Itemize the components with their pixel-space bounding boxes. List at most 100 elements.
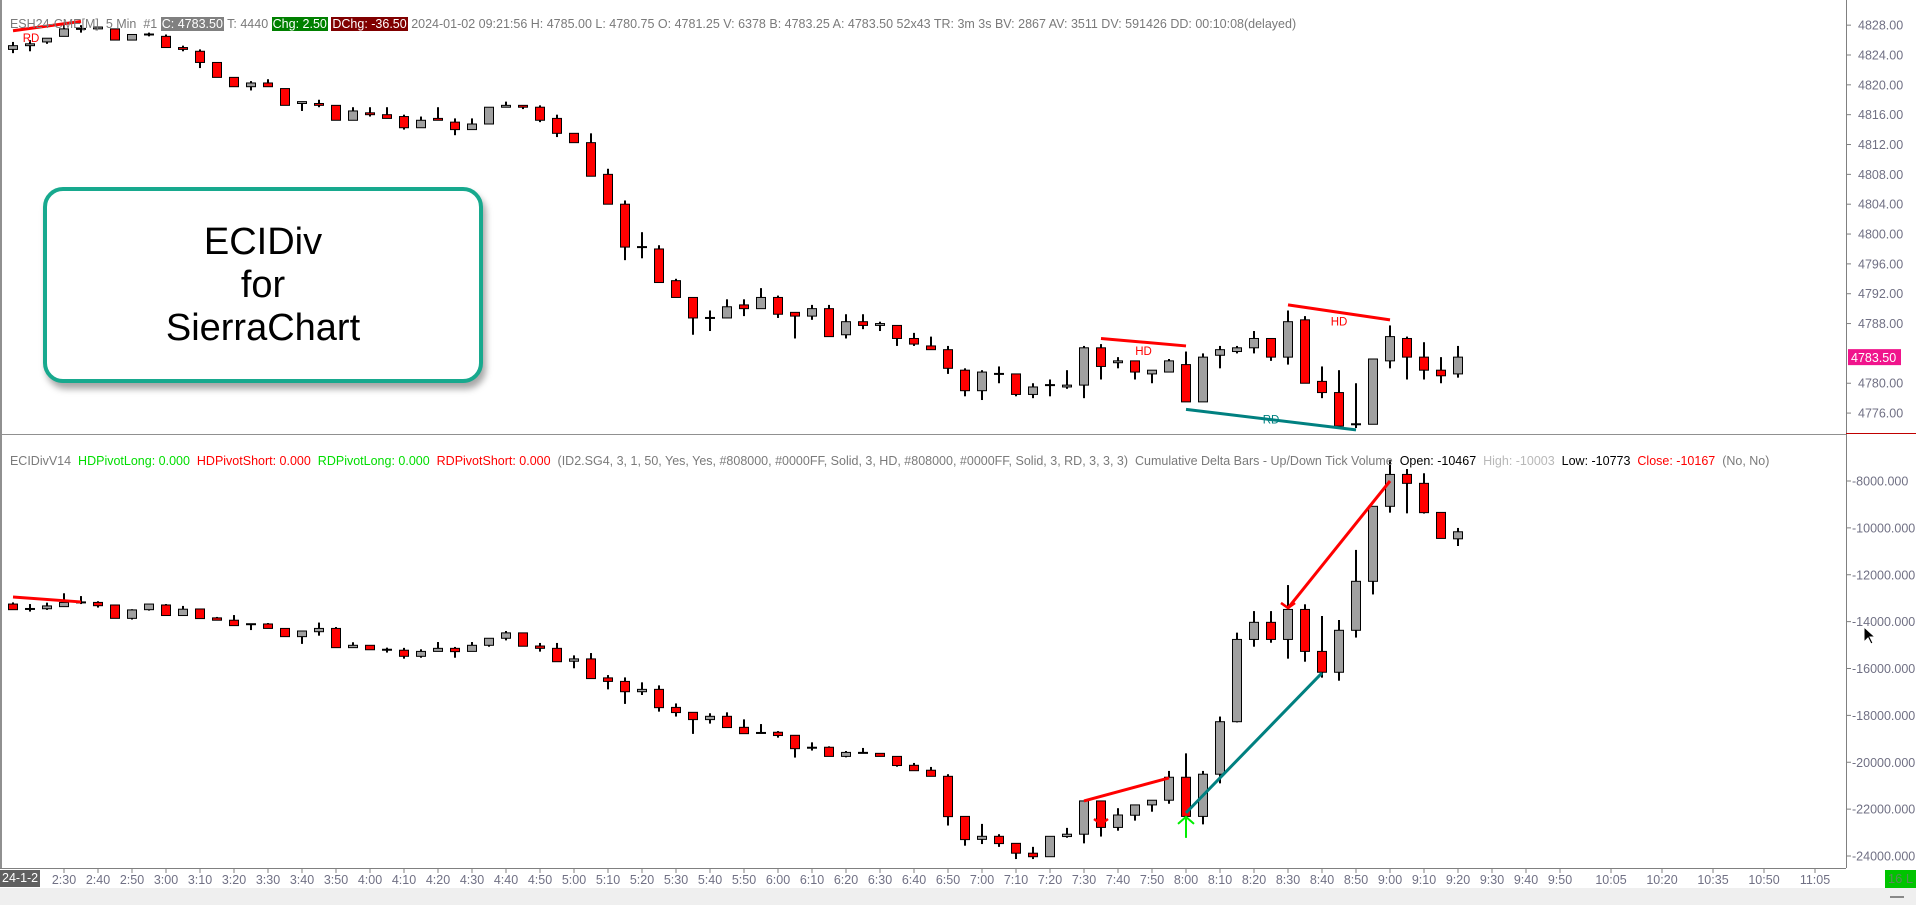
candle[interactable] [790,734,800,758]
candle[interactable] [365,107,375,117]
candle[interactable] [450,118,460,136]
candle[interactable] [297,630,307,644]
candle[interactable] [127,33,137,41]
candle[interactable] [535,105,545,123]
candle[interactable] [8,41,18,54]
candle[interactable] [858,314,868,330]
candle[interactable] [161,34,171,49]
status-badge[interactable]: 16 L [1885,870,1916,888]
candle[interactable] [1300,604,1310,662]
candle[interactable] [1232,345,1242,354]
candle[interactable] [1436,357,1446,384]
candle[interactable] [824,746,834,757]
candle[interactable] [552,642,562,663]
candle[interactable] [416,649,426,658]
candle[interactable] [1368,358,1378,425]
candle[interactable] [654,245,664,284]
candle[interactable] [484,637,494,647]
candle[interactable] [977,370,987,401]
candle[interactable] [1215,716,1225,784]
candle[interactable] [1011,842,1021,860]
candle[interactable] [110,604,120,619]
candle[interactable] [535,642,545,652]
candle[interactable] [603,675,613,690]
candle[interactable] [1402,469,1412,514]
candle[interactable] [892,755,902,767]
candle[interactable] [212,61,222,78]
candle[interactable] [127,609,137,620]
candle[interactable] [943,774,953,826]
candle[interactable] [348,107,358,121]
candle[interactable] [807,742,817,751]
candle[interactable] [1266,611,1276,643]
candle[interactable] [756,288,766,310]
time-axis[interactable]: 2:30 2:40 2:50 3:00 3:10 3:20 3:30 3:40 3:50 4:00… [52,869,1830,887]
candle[interactable] [1368,505,1378,595]
candle[interactable] [1453,345,1463,378]
candle[interactable] [416,116,426,129]
candle[interactable] [1011,373,1021,397]
candle[interactable] [1181,351,1191,403]
candle[interactable] [841,314,851,339]
candle[interactable] [586,653,596,680]
candle[interactable] [195,49,205,69]
candle[interactable] [450,646,460,658]
candle[interactable] [773,731,783,738]
candle[interactable] [943,345,953,374]
candle[interactable] [977,823,987,845]
candle[interactable] [348,642,358,649]
candle[interactable] [42,37,52,44]
candle[interactable] [433,107,443,121]
title-overlay-box[interactable]: ECIDiv for SierraChart [43,187,483,383]
candle[interactable] [1028,846,1038,860]
candle[interactable] [1079,800,1089,844]
candle[interactable] [671,703,681,717]
candle[interactable] [1300,316,1310,384]
candle[interactable] [620,200,630,261]
candle[interactable] [875,752,885,757]
candle[interactable] [1045,379,1055,397]
candle[interactable] [25,40,35,52]
candle[interactable] [892,324,902,346]
candle[interactable] [960,815,970,846]
minimize-icon[interactable] [1890,896,1904,898]
candle[interactable] [1419,342,1429,380]
candle[interactable] [110,28,120,41]
candle[interactable] [1249,611,1259,647]
candle[interactable] [569,655,579,669]
candle[interactable] [263,623,273,629]
candle[interactable] [994,366,1004,384]
candle[interactable] [178,605,188,617]
candle[interactable] [399,647,409,659]
candle[interactable] [552,114,562,138]
candle[interactable] [382,647,392,653]
candle[interactable] [246,81,256,91]
candle[interactable] [229,615,239,627]
candle[interactable] [144,32,154,37]
candle[interactable] [1215,345,1225,369]
candle[interactable] [518,632,528,647]
candle[interactable] [739,719,749,735]
candle[interactable] [1334,370,1344,427]
candle[interactable] [1232,632,1242,723]
candle[interactable] [484,106,494,125]
candle[interactable] [994,834,1004,847]
candle[interactable] [1028,383,1038,399]
candle[interactable] [178,45,188,52]
candle[interactable] [1147,369,1157,384]
candle[interactable] [875,321,885,332]
candle[interactable] [620,677,630,704]
candle[interactable] [756,724,766,734]
candle[interactable] [1079,345,1089,399]
candle[interactable] [1351,549,1361,638]
candle[interactable] [1062,827,1072,838]
candle[interactable] [229,76,239,88]
candle[interactable] [705,713,715,724]
candle[interactable] [1096,800,1106,837]
candle[interactable] [909,762,919,772]
candle[interactable] [1402,336,1412,380]
candle[interactable] [1317,616,1327,678]
candle[interactable] [1283,585,1293,659]
candle[interactable] [501,631,511,641]
